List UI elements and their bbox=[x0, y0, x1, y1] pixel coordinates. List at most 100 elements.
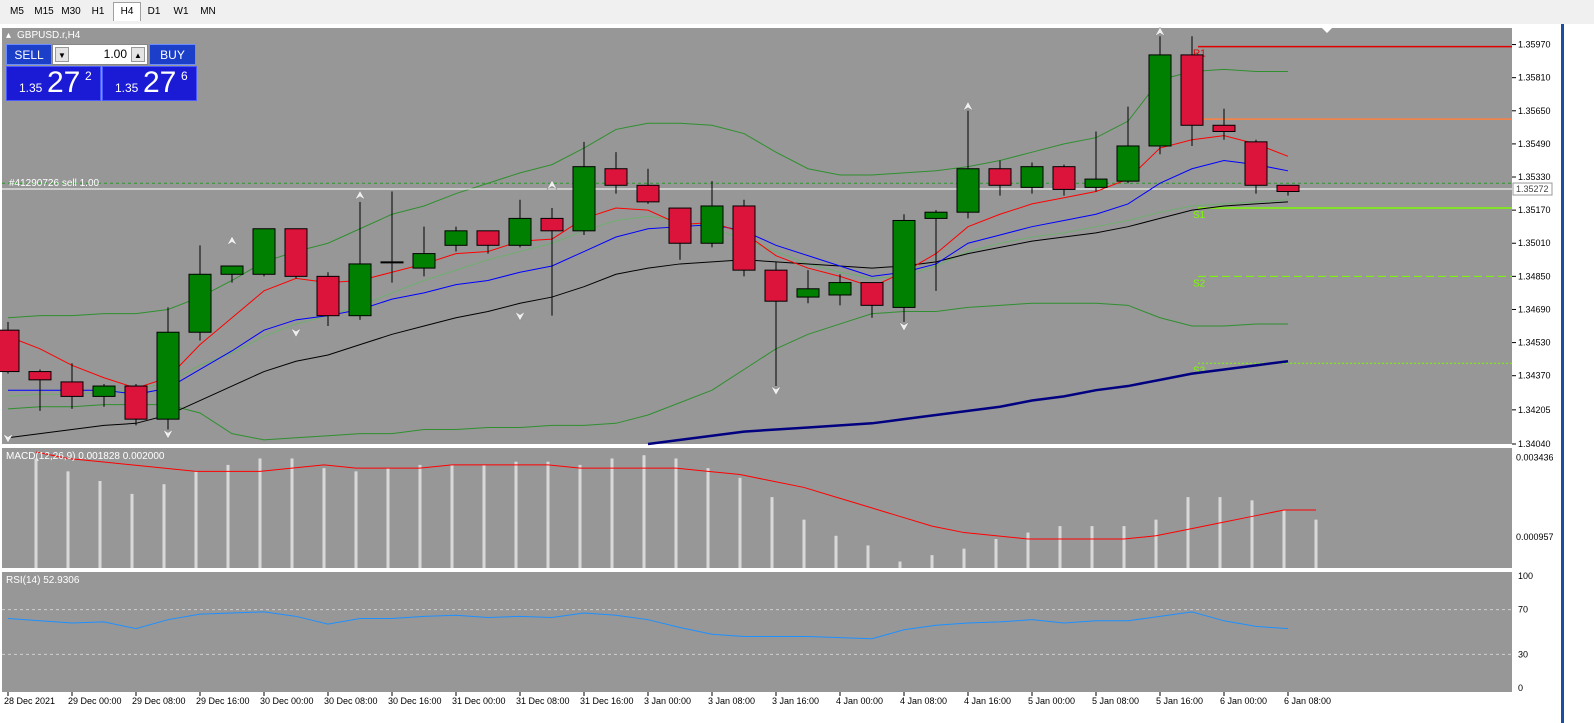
tf-d1-button[interactable]: D1 bbox=[147, 6, 161, 17]
rsi-tick-label: 30 bbox=[1518, 649, 1528, 659]
price-tick-label: 1.34040 bbox=[1518, 439, 1551, 449]
price-tick-label: 1.34205 bbox=[1518, 405, 1551, 415]
pivot-label-s1: S1 bbox=[1193, 210, 1206, 221]
time-tick-label: 30 Dec 08:00 bbox=[324, 696, 378, 706]
pivot-label-s3: S3 bbox=[1193, 365, 1206, 376]
time-tick-label: 6 Jan 00:00 bbox=[1220, 696, 1267, 706]
time-tick-label: 30 Dec 00:00 bbox=[260, 696, 314, 706]
buy-button[interactable]: BUY bbox=[149, 44, 196, 65]
pivot-label-s2: S2 bbox=[1193, 278, 1206, 289]
macd-histogram-bar bbox=[162, 484, 166, 568]
time-tick-label: 28 Dec 2021 bbox=[4, 696, 55, 706]
rsi-tick-label: 70 bbox=[1518, 605, 1528, 615]
candle-bear bbox=[0, 329, 20, 373]
time-tick-label: 31 Dec 08:00 bbox=[516, 696, 570, 706]
candle-bull bbox=[892, 219, 916, 308]
time-tick-label: 4 Jan 00:00 bbox=[836, 696, 883, 706]
chart-collapse-icon[interactable]: ▴ bbox=[6, 30, 11, 41]
macd-histogram-bar bbox=[802, 519, 806, 568]
macd-histogram-bar bbox=[66, 471, 70, 568]
macd-histogram-bar bbox=[1154, 519, 1158, 568]
tf-h4-button[interactable]: H4 bbox=[113, 2, 141, 21]
macd-histogram-bar bbox=[1282, 510, 1286, 568]
macd-histogram-bar bbox=[34, 458, 38, 568]
candle-bull bbox=[156, 331, 180, 420]
macd-histogram-bar bbox=[386, 468, 390, 568]
macd-histogram-bar bbox=[514, 461, 518, 568]
macd-histogram-bar bbox=[258, 458, 262, 568]
macd-histogram-bar bbox=[1314, 519, 1318, 568]
macd-histogram-bar bbox=[322, 468, 326, 568]
macd-histogram-bar bbox=[194, 471, 198, 568]
fractal-down-arrow bbox=[290, 327, 302, 338]
macd-histogram-bar bbox=[770, 497, 774, 568]
candle-bear bbox=[764, 269, 788, 302]
current-price-tag bbox=[1512, 182, 1553, 196]
price-tick-label: 1.35650 bbox=[1518, 106, 1551, 116]
tf-h1-button[interactable]: H1 bbox=[91, 6, 105, 17]
macd-histogram-bar bbox=[642, 455, 646, 568]
tf-m30-button[interactable]: M30 bbox=[61, 6, 81, 17]
price-tick-label: 1.35010 bbox=[1518, 238, 1551, 248]
candle-bull bbox=[92, 385, 116, 397]
right-side-scrollbar[interactable] bbox=[1561, 24, 1564, 723]
right-side-panel bbox=[1553, 24, 1594, 723]
macd-histogram-bar bbox=[418, 464, 422, 568]
candle-bear bbox=[476, 230, 500, 246]
macd-histogram-bar bbox=[994, 539, 998, 568]
candle-bull bbox=[1084, 178, 1108, 188]
price-tick-label: 1.35170 bbox=[1518, 205, 1551, 215]
candle-bull bbox=[1020, 166, 1044, 188]
lot-size-field[interactable]: ▼ 1.00 ▲ bbox=[52, 44, 148, 65]
tf-mn-button[interactable]: MN bbox=[200, 6, 216, 17]
candle-bear bbox=[988, 168, 1012, 186]
macd-histogram-bar bbox=[898, 561, 902, 568]
lot-increase-icon[interactable]: ▲ bbox=[131, 47, 145, 62]
upper-band-line bbox=[7, 68, 1288, 319]
buy-price-box[interactable]: 1.35 27 6 bbox=[102, 66, 197, 101]
time-tick-label: 4 Jan 08:00 bbox=[900, 696, 947, 706]
price-tick-label: 1.35810 bbox=[1518, 73, 1551, 83]
tf-m5-button[interactable]: M5 bbox=[10, 6, 24, 17]
rsi-pane-background bbox=[2, 572, 1512, 692]
sell-price-box[interactable]: 1.35 27 2 bbox=[6, 66, 101, 101]
candle-bull bbox=[1116, 145, 1140, 182]
macd-histogram-bar bbox=[610, 458, 614, 568]
macd-histogram-bar bbox=[546, 461, 550, 568]
time-tick-label: 30 Dec 16:00 bbox=[388, 696, 442, 706]
buy-price-fraction: 6 bbox=[181, 69, 188, 83]
time-tick-label: 29 Dec 08:00 bbox=[132, 696, 186, 706]
macd-histogram-bar bbox=[706, 468, 710, 568]
macd-histogram-bar bbox=[1026, 532, 1030, 568]
macd-histogram-bar bbox=[930, 555, 934, 568]
macd-histogram-bar bbox=[834, 535, 838, 568]
timeframe-toolbar: M5 M15 M30 H1 H4 D1 W1 MN bbox=[0, 0, 1594, 25]
rsi-label: RSI(14) 52.9306 bbox=[6, 575, 80, 586]
macd-histogram-bar bbox=[130, 493, 134, 568]
macd-tick-label: 0.000957 bbox=[1516, 532, 1553, 542]
candle-bear bbox=[316, 275, 340, 317]
time-tick-label: 5 Jan 00:00 bbox=[1028, 696, 1075, 706]
candle-bear bbox=[732, 205, 756, 271]
sell-price-fraction: 2 bbox=[85, 69, 92, 83]
candle-bull bbox=[1148, 54, 1172, 147]
tf-m15-button[interactable]: M15 bbox=[34, 6, 54, 17]
blue-ma-line bbox=[8, 159, 1289, 395]
time-tick-label: 3 Jan 08:00 bbox=[708, 696, 755, 706]
sell-button[interactable]: SELL bbox=[6, 44, 52, 65]
candle-bear bbox=[124, 385, 148, 420]
lot-size-value[interactable]: 1.00 bbox=[103, 47, 127, 61]
macd-pane-background bbox=[2, 448, 1512, 568]
macd-histogram-bar bbox=[450, 464, 454, 568]
price-tick-label: 1.35490 bbox=[1518, 139, 1551, 149]
tf-w1-button[interactable]: W1 bbox=[173, 6, 189, 17]
macd-histogram-bar bbox=[226, 464, 230, 568]
macd-histogram-bar bbox=[738, 477, 742, 568]
macd-histogram-bar bbox=[1090, 526, 1094, 568]
time-axis: 28 Dec 2021 29 Dec 00:00 29 Dec 08:00 29 De… bbox=[4, 692, 1331, 706]
one-click-trading-panel: SELL ▼ 1.00 ▲ BUY 1.35 27 2 1.35 27 6 bbox=[6, 44, 197, 101]
lot-decrease-icon[interactable]: ▼ bbox=[55, 47, 69, 62]
candle-bull bbox=[380, 261, 404, 264]
macd-histogram-bar bbox=[1058, 526, 1062, 568]
